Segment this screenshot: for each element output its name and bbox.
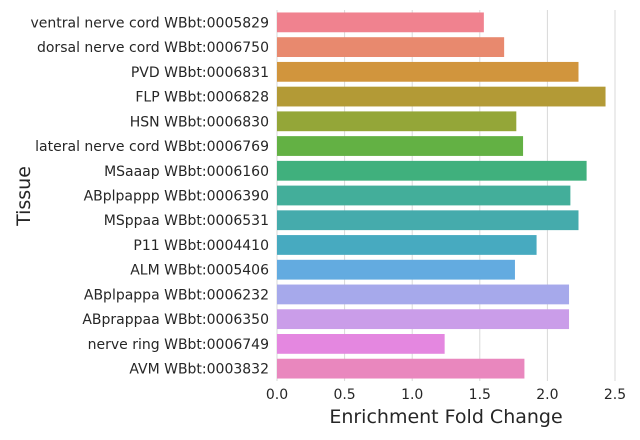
bar bbox=[277, 37, 505, 57]
y-tick-label: AVM WBbt:0003832 bbox=[129, 362, 269, 378]
bar bbox=[277, 61, 579, 82]
y-tick-label: MSaaap WBbt:0006160 bbox=[104, 164, 269, 180]
y-tick-label: MSppaa WBbt:0006531 bbox=[104, 213, 269, 229]
bar bbox=[277, 334, 445, 354]
bar bbox=[277, 136, 524, 156]
y-tick-label: PVD WBbt:0006831 bbox=[131, 65, 269, 81]
x-tick-label: 2.0 bbox=[536, 387, 558, 403]
bar bbox=[277, 259, 515, 280]
y-tick-label: dorsal nerve cord WBbt:0006750 bbox=[37, 40, 269, 56]
y-tick-label: ventral nerve cord WBbt:0005829 bbox=[30, 15, 269, 31]
bar bbox=[277, 86, 606, 107]
bar bbox=[277, 358, 525, 379]
y-tick-label: P11 WBbt:0004410 bbox=[133, 238, 269, 254]
bar bbox=[277, 284, 570, 305]
bar bbox=[277, 160, 587, 181]
y-tick-label: nerve ring WBbt:0006749 bbox=[88, 337, 269, 353]
x-tick-label: 0.0 bbox=[266, 387, 288, 403]
y-tick-label: ABplpappp WBbt:0006390 bbox=[84, 189, 269, 205]
y-tick-label: ABprappaa WBbt:0006350 bbox=[82, 312, 269, 328]
x-tick-label: 1.5 bbox=[469, 387, 491, 403]
bar bbox=[277, 235, 537, 255]
y-axis-title: Tissue bbox=[13, 166, 35, 227]
bars bbox=[277, 12, 606, 379]
bar bbox=[277, 309, 570, 330]
x-axis-title: Enrichment Fold Change bbox=[329, 406, 562, 428]
x-tick-labels: 0.0 0.5 1.0 1.5 2.0 2.5 bbox=[266, 387, 626, 403]
y-tick-label: HSN WBbt:0006830 bbox=[130, 114, 269, 130]
bar bbox=[277, 185, 571, 206]
bar bbox=[277, 210, 579, 231]
x-tick-label: 0.5 bbox=[333, 387, 355, 403]
y-tick-labels: ventral nerve cord WBbt:0005829 dorsal ne… bbox=[30, 15, 269, 377]
x-tick-label: 1.0 bbox=[401, 387, 423, 403]
y-tick-label: FLP WBbt:0006828 bbox=[135, 90, 269, 106]
y-tick-label: ABplpappa WBbt:0006232 bbox=[84, 287, 269, 303]
bar bbox=[277, 111, 517, 132]
x-tick-label: 2.5 bbox=[604, 387, 626, 403]
bar bbox=[277, 12, 484, 33]
y-tick-label: lateral nerve cord WBbt:0006769 bbox=[35, 139, 269, 155]
y-tick-label: ALM WBbt:0005406 bbox=[130, 263, 269, 279]
